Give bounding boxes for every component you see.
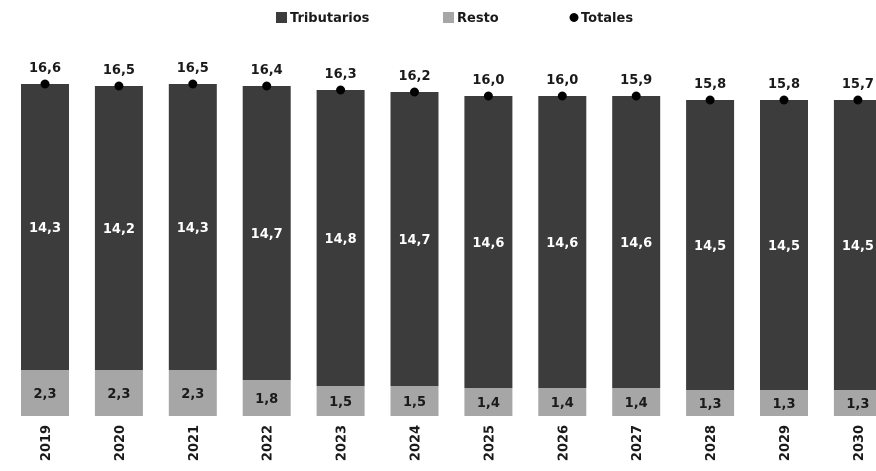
bar-tributarios-2023 [316,90,365,386]
data-label-tributarios-2027: 14,6 [620,236,652,251]
bar-resto-2023 [316,386,365,416]
marker-totales-2023 [336,85,346,95]
x-tick-label-2030: 2030 [852,425,867,461]
bar-tributarios-2020 [94,86,143,370]
data-label-resto-2023: 1,5 [329,395,352,410]
marker-totales-2028 [705,95,715,105]
data-label-tributarios-2030: 14,5 [842,239,874,254]
data-label-totales-2019: 16,6 [29,61,61,76]
x-tick-label-2023: 2023 [335,425,350,461]
bar-tributarios-2025 [464,96,513,388]
bar-tributarios-2026 [538,96,587,388]
bar-tributarios-2029 [760,100,808,390]
bar-resto-2019 [21,370,69,416]
data-label-totales-2026: 16,0 [546,73,578,88]
marker-totales-2020 [114,81,124,91]
data-label-resto-2026: 1,4 [551,396,574,411]
marker-totales-2022 [262,81,272,91]
data-label-tributarios-2021: 14,3 [177,221,209,236]
data-label-resto-2020: 2,3 [107,387,130,402]
data-label-totales-2027: 15,9 [620,73,652,88]
bar-resto-2021 [168,370,217,416]
bar-resto-2029 [760,390,808,416]
x-tick-label-2025: 2025 [482,425,497,461]
bar-resto-2026 [538,388,587,416]
x-tick-label-2022: 2022 [261,425,276,461]
data-label-tributarios-2028: 14,5 [694,239,726,254]
legend-label-totales: Totales [581,11,633,26]
legend-label-tributarios: Tributarios [290,11,370,26]
data-label-resto-2025: 1,4 [477,396,500,411]
bar-tributarios-2028 [686,100,735,390]
bar-resto-2027 [612,388,661,416]
x-tick-label-2029: 2029 [778,425,793,461]
bar-tributarios-2027 [612,96,661,388]
data-label-totales-2020: 16,5 [103,63,135,78]
bar-tributarios-2022 [242,86,291,380]
bar-resto-2030 [833,390,876,416]
x-tick-label-2028: 2028 [704,425,719,461]
bar-resto-2028 [686,390,735,416]
data-label-totales-2025: 16,0 [472,73,504,88]
data-label-resto-2027: 1,4 [625,396,648,411]
data-label-resto-2022: 1,8 [255,392,278,407]
bar-tributarios-2024 [390,92,439,386]
data-label-totales-2023: 16,3 [325,67,357,82]
x-tick-label-2021: 2021 [187,425,202,461]
marker-totales-2029 [779,95,789,105]
legend-marker-totales [569,13,579,22]
marker-totales-2026 [557,91,567,101]
marker-totales-2030 [853,95,863,105]
data-label-tributarios-2023: 14,8 [325,232,357,247]
bar-tributarios-2021 [168,84,217,370]
bar-tributarios-2030 [833,100,876,390]
x-tick-label-2020: 2020 [113,425,128,461]
data-label-resto-2024: 1,5 [403,395,426,410]
marker-totales-2019 [40,79,50,89]
marker-totales-2024 [410,87,419,97]
bar-resto-2020 [94,370,143,416]
legend-swatch-resto [443,12,454,23]
data-label-totales-2024: 16,2 [398,69,430,84]
x-axis: 2019 2020 2021 2022 2023 2024 2025 2026 2027 2028… [39,425,867,461]
x-tick-label-2019: 2019 [39,425,54,461]
legend-label-resto: Resto [457,11,499,26]
data-label-resto-2029: 1,3 [772,397,795,412]
data-label-totales-2030: 15,7 [842,77,874,92]
data-label-tributarios-2019: 14,3 [29,221,61,236]
data-label-tributarios-2026: 14,6 [546,236,578,251]
x-tick-label-2027: 2027 [630,425,645,461]
data-label-resto-2019: 2,3 [33,387,56,402]
data-label-tributarios-2022: 14,7 [251,227,283,242]
plot-area: 2,3 14,3 16,6 2,3 14,2 16,5 2,3 14,3 16,5 1,8 14,7… [21,61,876,416]
data-label-resto-2021: 2,3 [181,387,204,402]
data-label-resto-2030: 1,3 [846,397,869,412]
data-label-totales-2029: 15,8 [768,77,800,92]
legend-swatch-tributarios [276,12,287,23]
data-label-tributarios-2029: 14,5 [768,239,800,254]
x-tick-label-2024: 2024 [409,425,424,461]
data-label-tributarios-2024: 14,7 [398,233,430,248]
bar-tributarios-2019 [21,84,69,370]
x-tick-label-2026: 2026 [556,425,571,461]
data-label-tributarios-2020: 14,2 [103,222,135,237]
data-label-totales-2022: 16,4 [251,63,283,78]
marker-totales-2021 [188,79,198,89]
chart-legend: Tributarios Resto Totales [276,11,633,26]
data-label-totales-2021: 16,5 [177,61,209,76]
marker-totales-2027 [631,91,641,101]
bar-resto-2024 [390,386,439,416]
data-label-tributarios-2025: 14,6 [472,236,504,251]
bar-resto-2022 [242,380,291,416]
bar-resto-2025 [464,388,513,416]
marker-totales-2025 [483,91,493,101]
data-label-totales-2028: 15,8 [694,77,726,92]
data-label-resto-2028: 1,3 [699,397,722,412]
